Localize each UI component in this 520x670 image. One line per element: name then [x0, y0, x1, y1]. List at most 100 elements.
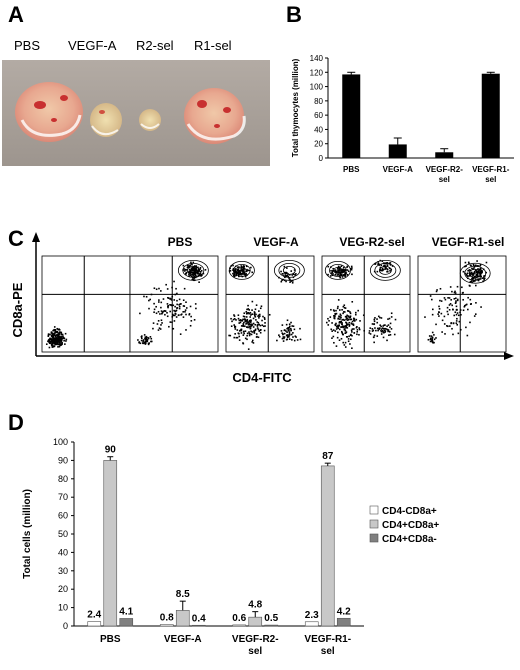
- flow-dot: [373, 318, 376, 321]
- y-tick-label-d: 30: [58, 566, 68, 576]
- flow-dot: [472, 268, 474, 270]
- x-tick-label-d: PBS: [100, 634, 121, 645]
- flow-dot: [167, 296, 169, 299]
- flow-dot: [174, 314, 176, 317]
- data-label-d: 87: [322, 451, 334, 462]
- flow-dot: [344, 275, 346, 278]
- flow-dot: [376, 318, 378, 320]
- flow-dot: [194, 303, 197, 305]
- flow-dot: [443, 297, 446, 299]
- flow-dot: [368, 330, 371, 332]
- flow-dot: [388, 267, 391, 270]
- flow-dot: [347, 323, 349, 326]
- x-axis-label-c: CD4-FITC: [232, 370, 292, 385]
- flow-dot: [341, 333, 344, 336]
- flow-dot: [337, 299, 340, 301]
- flow-dot: [281, 279, 283, 281]
- flow-dot: [189, 274, 192, 276]
- flow-dot: [461, 286, 463, 289]
- flow-dot: [390, 316, 393, 318]
- flow-dot: [341, 308, 343, 311]
- flow-dot: [254, 329, 257, 331]
- flow-dot: [449, 325, 451, 327]
- flow-dot: [61, 341, 63, 344]
- flow-dot: [292, 332, 294, 334]
- flow-dot: [473, 315, 476, 317]
- flow-dot: [384, 327, 387, 330]
- flow-dot: [344, 341, 347, 344]
- flow-dot: [235, 274, 238, 277]
- flow-contour: [324, 261, 351, 280]
- flow-dot: [338, 321, 341, 324]
- legend-label-d: CD4+CD8a-: [382, 534, 437, 545]
- flow-dot: [239, 270, 242, 272]
- flow-dot: [194, 269, 197, 271]
- flow-dot: [296, 339, 299, 341]
- flow-dot: [390, 312, 393, 315]
- flow-dot: [353, 328, 355, 330]
- flow-dot: [331, 322, 333, 324]
- flow-dot: [242, 325, 244, 327]
- flow-dot: [161, 312, 164, 314]
- flow-dot: [185, 313, 187, 316]
- flow-dot: [238, 335, 241, 338]
- flow-dot: [332, 267, 334, 270]
- flow-dot: [63, 339, 65, 342]
- flow-dot: [336, 271, 338, 274]
- flow-dot: [246, 308, 248, 311]
- flow-dot: [62, 335, 64, 338]
- flow-dot: [341, 321, 343, 324]
- flow-dot: [376, 321, 379, 324]
- flow-dot: [427, 338, 430, 341]
- flow-contour: [468, 268, 482, 278]
- flow-dot: [347, 310, 350, 312]
- flow-dot: [471, 277, 473, 280]
- flow-dot: [188, 273, 190, 276]
- flow-dot: [338, 321, 341, 323]
- flow-dot: [384, 324, 386, 326]
- flow-dot: [350, 268, 353, 271]
- flow-dot: [340, 326, 342, 328]
- flow-dot: [454, 292, 457, 294]
- flow-dot: [342, 341, 345, 344]
- flow-dot: [386, 328, 389, 331]
- flow-dot: [452, 322, 455, 325]
- flow-dot: [345, 272, 348, 274]
- flow-dot: [241, 273, 244, 275]
- flow-dot: [247, 304, 249, 307]
- flow-dot: [464, 261, 467, 264]
- flow-dot: [382, 269, 385, 271]
- y-tick-label-d: 10: [58, 603, 68, 613]
- flow-dot: [155, 312, 158, 315]
- flow-dot: [235, 319, 237, 321]
- flow-dot: [371, 327, 374, 330]
- flow-dot: [260, 305, 263, 308]
- panel-a-label-pbs: PBS: [14, 38, 41, 53]
- flow-dot: [332, 329, 335, 331]
- flow-dot: [461, 292, 464, 294]
- flow-dot: [233, 318, 236, 320]
- flow-dot: [356, 326, 358, 328]
- flow-dot: [483, 275, 485, 277]
- flow-dot: [346, 327, 349, 329]
- flow-dot: [157, 310, 160, 313]
- flow-dot: [346, 269, 349, 271]
- flow-dot: [58, 336, 60, 338]
- flow-dot: [349, 311, 351, 313]
- flow-dot: [51, 338, 53, 341]
- flow-dot: [138, 341, 140, 344]
- flow-dot: [334, 315, 336, 318]
- flow-dot: [349, 315, 352, 318]
- flow-dot: [232, 318, 235, 321]
- flow-dot: [288, 328, 290, 331]
- flow-dot: [377, 329, 379, 332]
- x-tick-label-b: VEGF-A: [383, 165, 413, 174]
- flow-dot: [473, 275, 476, 278]
- flow-dot: [386, 264, 389, 266]
- flow-dot: [193, 266, 195, 269]
- flow-dot: [287, 275, 289, 278]
- flow-dot: [467, 275, 469, 277]
- flow-dot: [193, 275, 196, 278]
- flow-panel-title: VEGF-A: [253, 235, 299, 249]
- y-tick-label-b: 80: [314, 97, 323, 106]
